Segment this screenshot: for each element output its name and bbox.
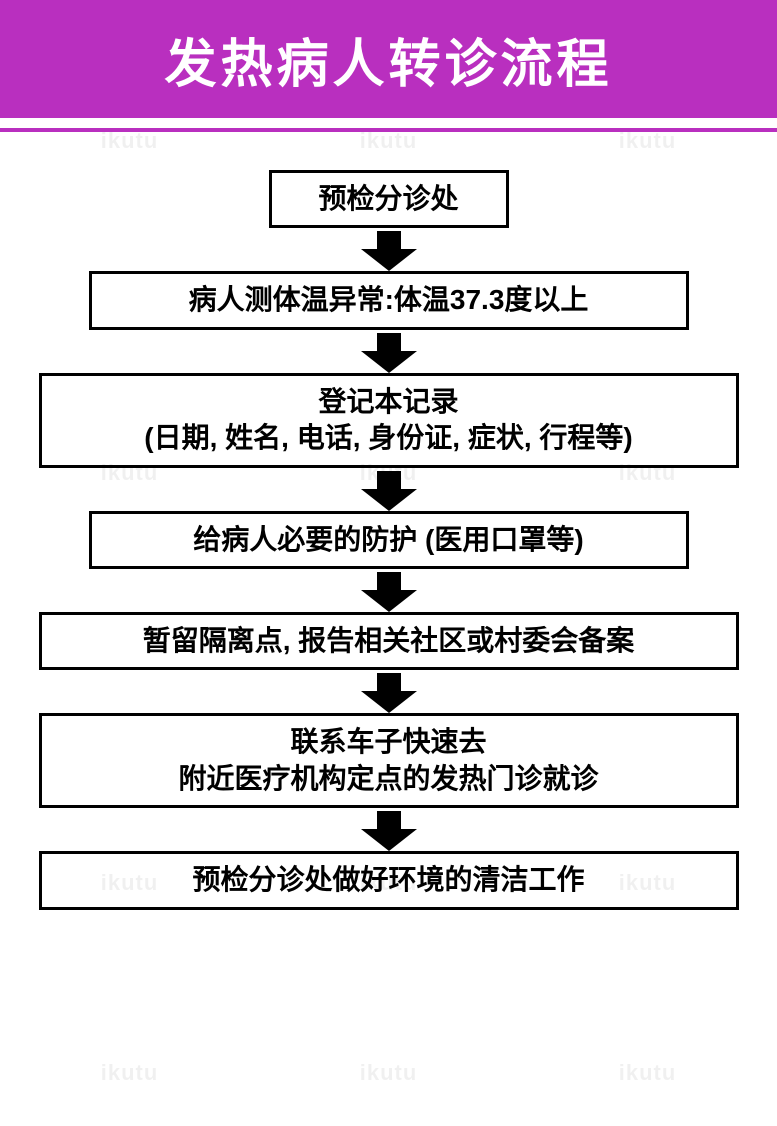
- flow-arrow: [361, 673, 417, 713]
- page-title-banner: 发热病人转诊流程: [0, 0, 777, 118]
- flow-node-line: 登记本记录: [318, 384, 458, 420]
- flow-node-n7: 预检分诊处做好环境的清洁工作: [39, 851, 739, 909]
- arrow-shaft: [377, 333, 401, 351]
- flow-arrow: [361, 811, 417, 851]
- arrow-head: [361, 351, 417, 373]
- header-gap: [0, 118, 777, 128]
- flow-node-line: 给病人必要的防护 (医用口罩等): [193, 522, 583, 558]
- arrow-head: [361, 691, 417, 713]
- flow-arrow: [361, 231, 417, 271]
- arrow-shaft: [377, 471, 401, 489]
- flow-arrow: [361, 471, 417, 511]
- flow-node-n4: 给病人必要的防护 (医用口罩等): [89, 511, 689, 569]
- watermark-text: ikutu: [360, 1060, 418, 1086]
- flow-arrow: [361, 572, 417, 612]
- flow-node-n6: 联系车子快速去附近医疗机构定点的发热门诊就诊: [39, 713, 739, 808]
- watermark-row: ikutu ikutu ikutu: [0, 1060, 777, 1086]
- flow-node-line: 附近医疗机构定点的发热门诊就诊: [178, 761, 598, 797]
- watermark-text: ikutu: [619, 1060, 677, 1086]
- flow-node-line: 病人测体温异常:体温37.3度以上: [189, 282, 589, 318]
- arrow-shaft: [377, 811, 401, 829]
- arrow-shaft: [377, 572, 401, 590]
- flow-node-line: (日期, 姓名, 电话, 身份证, 症状, 行程等): [144, 420, 632, 456]
- arrow-head: [361, 829, 417, 851]
- arrow-shaft: [377, 673, 401, 691]
- flow-node-n1: 预检分诊处: [269, 170, 509, 228]
- arrow-shaft: [377, 231, 401, 249]
- flow-node-line: 预检分诊处: [318, 181, 458, 217]
- flow-node-line: 联系车子快速去: [290, 724, 486, 760]
- flow-node-n2: 病人测体温异常:体温37.3度以上: [89, 271, 689, 329]
- watermark-text: ikutu: [101, 1060, 159, 1086]
- flow-node-line: 暂留隔离点, 报告相关社区或村委会备案: [143, 623, 635, 659]
- flowchart-container: 预检分诊处病人测体温异常:体温37.3度以上登记本记录(日期, 姓名, 电话, …: [0, 132, 777, 910]
- flow-arrow: [361, 333, 417, 373]
- arrow-head: [361, 489, 417, 511]
- page-title: 发热病人转诊流程: [164, 22, 612, 97]
- flow-node-n5: 暂留隔离点, 报告相关社区或村委会备案: [39, 612, 739, 670]
- flow-node-line: 预检分诊处做好环境的清洁工作: [192, 862, 584, 898]
- arrow-head: [361, 590, 417, 612]
- flow-node-n3: 登记本记录(日期, 姓名, 电话, 身份证, 症状, 行程等): [39, 373, 739, 468]
- arrow-head: [361, 249, 417, 271]
